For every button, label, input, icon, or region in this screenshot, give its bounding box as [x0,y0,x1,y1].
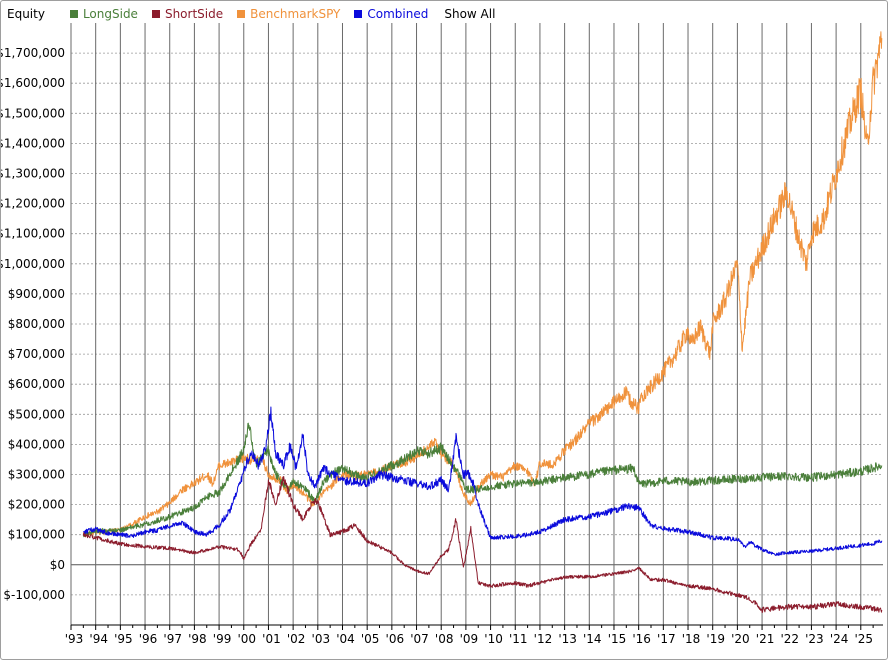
y-tick-label: $1,200,000 [1,197,65,211]
legend: Equity LongSide ShortSide BenchmarkSPY C… [7,5,495,23]
series-line-shortside [82,476,883,613]
legend-item-longside[interactable]: LongSide [69,7,138,21]
legend-label-shortside: ShortSide [164,7,224,21]
x-tick-label: '96 [139,632,158,646]
x-tick-label: '11 [509,632,528,646]
x-tick-label: '14 [583,632,602,646]
x-tick-label: '19 [706,632,725,646]
x-tick-label: '20 [731,632,750,646]
x-tick-label: '02 [287,632,306,646]
x-tick-label: '97 [163,632,182,646]
x-tick-label: '93 [65,632,84,646]
y-tick-label: $1,400,000 [1,136,65,150]
x-tick-label: '17 [657,632,676,646]
y-tick-label: $0 [50,558,65,572]
y-tick-label: $1,500,000 [1,106,65,120]
legend-item-combined[interactable]: Combined [354,7,428,21]
x-tick-label: '09 [460,632,479,646]
y-tick-label: $800,000 [8,317,65,331]
legend-item-benchmarkspy[interactable]: BenchmarkSPY [237,7,340,21]
x-tick-label: '21 [756,632,775,646]
x-tick-label: '16 [632,632,651,646]
x-tick-label: '10 [484,632,503,646]
show-all-button[interactable]: Show All [444,7,496,21]
x-tick-label: '99 [213,632,232,646]
x-tick-label: '01 [262,632,281,646]
series-line-benchmarkspy [82,31,883,537]
y-tick-label: $400,000 [8,437,65,451]
legend-label-benchmarkspy: BenchmarkSPY [250,7,341,21]
y-tick-label: $100,000 [8,528,65,542]
x-tick-label: '03 [312,632,331,646]
x-tick-label: '13 [558,632,577,646]
legend-label-combined: Combined [367,7,429,21]
legend-label-longside: LongSide [82,7,138,21]
y-tick-label: $1,100,000 [1,227,65,241]
x-tick-label: '18 [682,632,701,646]
y-tick-label: $700,000 [8,347,65,361]
x-tick-label: '15 [608,632,627,646]
x-tick-label: '00 [237,632,256,646]
y-tick-label: $-100,000 [3,588,65,602]
x-tick-label: '95 [114,632,133,646]
legend-item-shortside[interactable]: ShortSide [151,7,224,21]
x-tick-label: '04 [336,632,355,646]
x-tick-label: '07 [410,632,429,646]
x-tick-label: '23 [805,632,824,646]
x-tick-label: '05 [361,632,380,646]
x-tick-label: '22 [780,632,799,646]
y-tick-label: $1,700,000 [1,46,65,60]
x-tick-label: '98 [188,632,207,646]
y-tick-label: $1,300,000 [1,167,65,181]
swatch-combined [354,10,363,18]
swatch-longside [69,10,78,18]
legend-title: Equity [7,7,45,21]
swatch-benchmarkspy [237,10,246,18]
y-tick-label: $300,000 [8,468,65,482]
x-tick-label: '25 [854,632,873,646]
y-tick-label: $500,000 [8,407,65,421]
y-tick-label: $600,000 [8,377,65,391]
x-tick-label: '08 [435,632,454,646]
x-tick-label: '12 [534,632,553,646]
x-tick-label: '06 [386,632,405,646]
series-line-longside [82,422,883,538]
series-line-combined [82,406,883,557]
y-tick-label: $1,600,000 [1,76,65,90]
y-tick-label: $200,000 [8,498,65,512]
y-tick-label: $1,000,000 [1,257,65,271]
x-tick-label: '24 [830,632,849,646]
x-tick-label: '94 [89,632,108,646]
y-tick-label: $900,000 [8,287,65,301]
swatch-shortside [151,10,160,18]
